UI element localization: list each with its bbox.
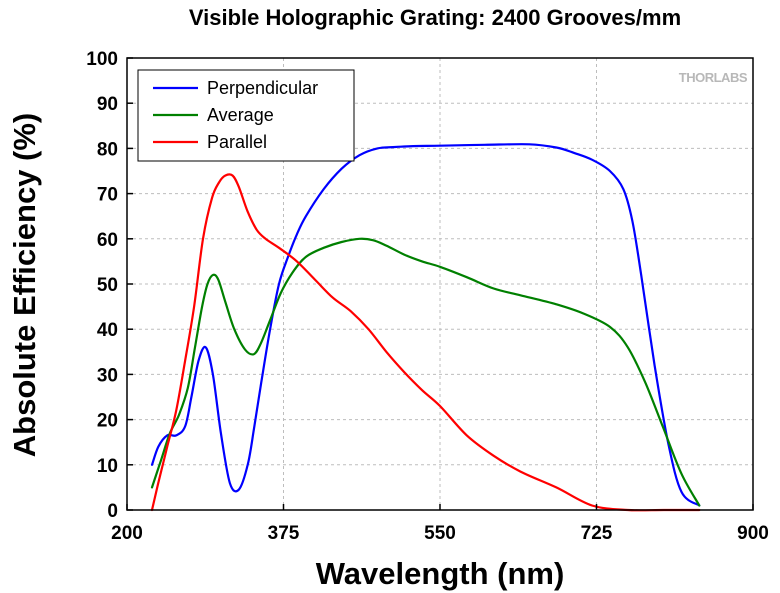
y-tick-label: 90: [97, 94, 118, 115]
y-tick-label: 60: [97, 230, 118, 251]
y-tick-label: 20: [97, 411, 118, 432]
y-tick-label: 50: [97, 275, 118, 296]
thorlabs-watermark: THORLABS: [679, 70, 748, 85]
y-axis-label: Absolute Efficiency (%): [7, 113, 42, 458]
legend: Perpendicular Average Parallel: [137, 69, 355, 162]
legend-label-perpendicular: Perpendicular: [207, 78, 318, 98]
y-tick-label: 100: [86, 49, 118, 70]
y-tick-label: 10: [97, 456, 118, 477]
x-axis-label: Wavelength (nm): [316, 556, 565, 591]
series-line-parallel: [150, 173, 701, 512]
y-tick-label: 70: [97, 185, 118, 206]
axis-ticks: 200 375 550 725 900 0 10 20 30 40 50 60 70 80 90 100: [86, 49, 769, 544]
x-tick-label: 200: [111, 523, 143, 544]
y-tick-label: 30: [97, 365, 118, 386]
x-tick-label: 900: [737, 523, 769, 544]
series-line-perpendicular: [150, 143, 701, 507]
y-tick-label: 0: [107, 501, 118, 522]
y-tick-label: 40: [97, 320, 118, 341]
legend-label-average: Average: [207, 105, 274, 125]
x-tick-label: 725: [581, 523, 613, 544]
x-tick-label: 550: [424, 523, 456, 544]
y-tick-label: 80: [97, 139, 118, 160]
series-lines: [150, 143, 701, 512]
series-line-average: [150, 237, 701, 507]
chart-title: Visible Holographic Grating: 2400 Groove…: [189, 5, 681, 30]
x-tick-label: 375: [268, 523, 300, 544]
legend-label-parallel: Parallel: [207, 132, 267, 152]
